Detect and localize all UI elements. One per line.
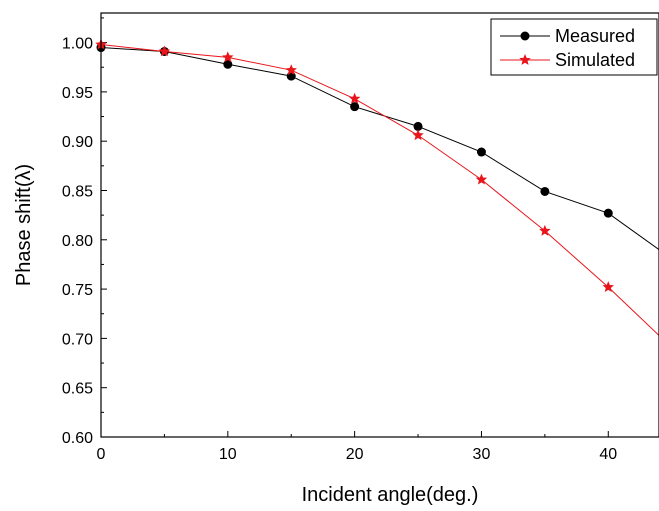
x-tick-label: 30 <box>473 446 491 463</box>
data-point-simulated <box>158 45 171 57</box>
y-tick-label: 0.95 <box>62 85 93 102</box>
legend: Measured Simulated <box>490 18 658 76</box>
y-tick-label: 0.85 <box>62 183 93 200</box>
data-point-measured <box>350 102 360 112</box>
y-tick-label: 1.00 <box>62 36 93 53</box>
data-point-simulated <box>285 64 297 76</box>
legend-label-simulated: Simulated <box>555 50 635 70</box>
plot-area-frame <box>100 12 659 438</box>
data-point-measured <box>603 208 613 218</box>
data-point-measured <box>476 147 486 157</box>
series-line-measured <box>100 47 659 251</box>
y-tick-label: 0.60 <box>62 430 93 447</box>
x-tick-label: 0 <box>97 446 106 463</box>
y-tick-label: 0.90 <box>62 134 93 151</box>
legend-symbol-measured <box>520 31 530 41</box>
data-point-measured <box>286 71 296 81</box>
data-point-measured <box>540 186 550 196</box>
axis-ticks <box>100 17 609 438</box>
y-tick-label: 0.75 <box>62 282 93 299</box>
legend-item-measured: Measured <box>500 26 635 46</box>
x-tick-label: 10 <box>219 446 237 463</box>
legend-marker-measured <box>520 31 530 41</box>
legend-item-simulated: Simulated <box>500 50 635 70</box>
x-tick-label: 40 <box>599 446 617 463</box>
series-simulated <box>95 38 659 336</box>
x-tick-label: 20 <box>346 446 364 463</box>
y-tick-label: 0.65 <box>62 381 93 398</box>
data-point-simulated <box>348 92 361 104</box>
data-point-simulated <box>539 224 551 236</box>
legend-label-measured: Measured <box>555 26 635 46</box>
y-tick-label: 0.80 <box>62 233 93 250</box>
y-tick-labels: 0.60 0.65 0.70 0.75 0.80 0.85 0.90 0.95 1.00 <box>62 36 93 447</box>
data-point-simulated <box>475 173 488 185</box>
data-point-simulated <box>222 51 234 63</box>
data-point-measured <box>223 59 233 69</box>
data-point-simulated <box>412 129 424 141</box>
data-point-simulated <box>602 281 614 292</box>
x-axis-title: Incident angle(deg.) <box>302 484 479 506</box>
x-tick-labels: 0 10 20 30 40 <box>97 446 618 463</box>
legend-box <box>490 18 658 76</box>
y-axis-title: Phase shift(λ) <box>13 164 35 286</box>
series-line-simulated <box>100 44 659 336</box>
data-point-measured <box>413 121 423 131</box>
legend-symbol-simulated <box>519 54 531 65</box>
series-group <box>95 38 659 336</box>
legend-marker-simulated <box>519 54 531 65</box>
y-tick-label: 0.70 <box>62 331 93 348</box>
